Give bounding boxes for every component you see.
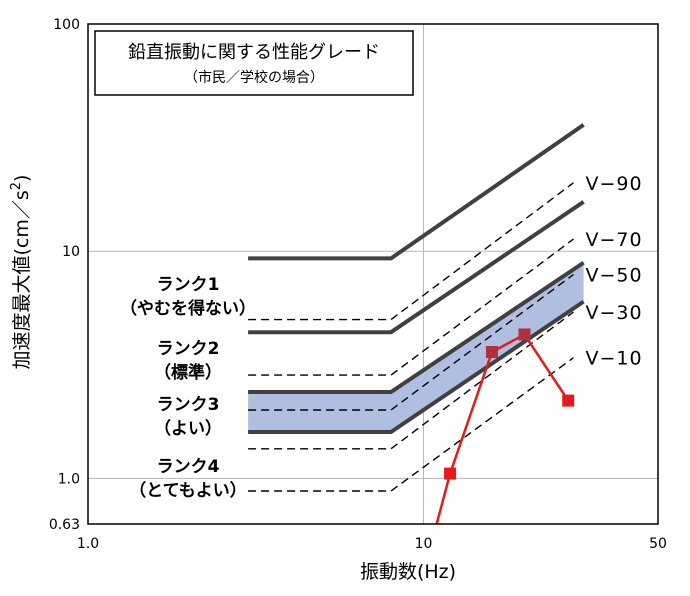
measured-point	[485, 346, 498, 359]
rank-lines	[248, 123, 585, 434]
rank-line-3	[248, 261, 585, 394]
x-tick-label: 1.0	[77, 536, 99, 552]
v-curve-5	[248, 357, 574, 492]
y-axis-title: 加速度最大値(cm／s2)	[9, 175, 33, 370]
measured-series	[435, 328, 575, 524]
title-box	[94, 30, 414, 96]
y-axis-title-main: 加速度最大値(cm／s	[11, 190, 33, 369]
y-tick-label: 0.63	[49, 517, 80, 533]
rank-label-line: （標準）	[154, 362, 222, 383]
rank-label-line: ランク2	[157, 339, 220, 359]
y-axis-title-end: )	[11, 175, 33, 182]
x-axis-title: 振動数(Hz)	[360, 561, 456, 583]
rank-label-line: （とてもよい）	[129, 480, 247, 501]
rank-label-line: ランク4	[157, 457, 220, 477]
rank-label-line: ランク3	[157, 395, 220, 415]
performance-band-rank3	[248, 262, 584, 432]
measured-point	[518, 328, 531, 341]
v-curve-labels: V−90 V−70 V−50 V−30 V−10	[586, 173, 643, 370]
v-curve-label: V−90	[586, 173, 643, 195]
v-curve-label: V−30	[586, 302, 643, 324]
v-curves	[248, 182, 574, 492]
measured-point	[444, 467, 457, 480]
v-curve-label: V−70	[586, 229, 643, 251]
grid-lines	[88, 24, 658, 524]
y-tick-label: 1.0	[58, 471, 80, 487]
x-tick-label: 10	[415, 536, 433, 552]
x-tick-labels: 1.0 10 50	[77, 536, 667, 552]
rank-label-line: ランク1	[157, 275, 220, 295]
rank-labels: ランク1 （やむを得ない） ランク2 （標準） ランク3 （よい） ランク4 （とてもよい）	[120, 275, 256, 501]
v-curve-label: V−10	[586, 348, 643, 370]
chart-subtitle: （市民／学校の場合）	[184, 69, 324, 86]
y-tick-label: 100	[53, 17, 80, 33]
plot-frame	[87, 23, 659, 525]
y-axis-title-sup: 2	[9, 182, 24, 190]
chart-title: 鉛直振動に関する性能グレード	[128, 42, 380, 63]
y-tick-label: 10	[62, 244, 80, 260]
rank-label-line: （やむを得ない）	[120, 298, 256, 319]
y-tick-labels: 0.63 1.0 10 100	[49, 17, 80, 533]
rank-line-1	[248, 123, 585, 261]
measured-point	[562, 394, 575, 407]
rank-line-2	[248, 200, 585, 335]
rank-label-line: （よい）	[154, 418, 222, 439]
v-curve-label: V−50	[586, 264, 643, 286]
x-tick-label: 50	[649, 536, 667, 552]
rank-line-4	[248, 299, 585, 434]
